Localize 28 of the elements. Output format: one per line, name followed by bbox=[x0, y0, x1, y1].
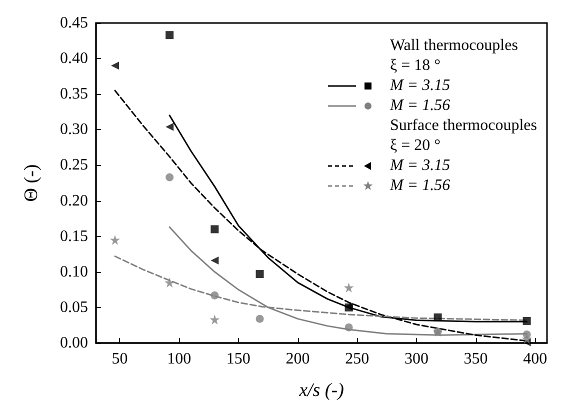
legend-label: M = 3.15 bbox=[390, 156, 450, 176]
legend-label: M = 1.56 bbox=[390, 96, 450, 116]
x-tick-label: 200 bbox=[286, 350, 310, 368]
legend-label: M = 1.56 bbox=[390, 176, 450, 196]
y-tick-label: 0.35 bbox=[60, 86, 88, 103]
y-tick-label: 0.00 bbox=[60, 334, 88, 352]
y-tick-label: 0.40 bbox=[60, 50, 88, 68]
y-tick-label: 0.25 bbox=[60, 156, 88, 174]
annotation: Surface thermocouples bbox=[390, 116, 537, 136]
y-axis-title: Θ (-) bbox=[21, 164, 42, 202]
x-tick-label: 400 bbox=[523, 350, 548, 368]
y-tick-label: 0.30 bbox=[60, 121, 88, 138]
annotation: ξ = 18 ° bbox=[390, 56, 442, 76]
y-tick-label: 0.05 bbox=[60, 298, 88, 316]
x-tick-label: 150 bbox=[226, 350, 250, 368]
y-tick-label: 0.45 bbox=[60, 14, 88, 32]
x-axis-title: x/s (-) bbox=[298, 380, 344, 401]
annotation: ξ = 20 ° bbox=[390, 136, 442, 156]
x-tick-label: 50 bbox=[112, 350, 128, 368]
x-tick-label: 300 bbox=[404, 350, 428, 368]
x-tick-label: 350 bbox=[464, 350, 488, 368]
x-tick-label: 100 bbox=[167, 350, 192, 368]
x-tick-label: 250 bbox=[345, 350, 370, 368]
legend-label: M = 3.15 bbox=[390, 76, 450, 96]
y-tick-label: 0.15 bbox=[60, 228, 88, 245]
y-tick-label: 0.20 bbox=[60, 192, 88, 210]
annotation: Wall thermocouples bbox=[390, 36, 519, 56]
y-tick-label: 0.10 bbox=[60, 263, 88, 280]
